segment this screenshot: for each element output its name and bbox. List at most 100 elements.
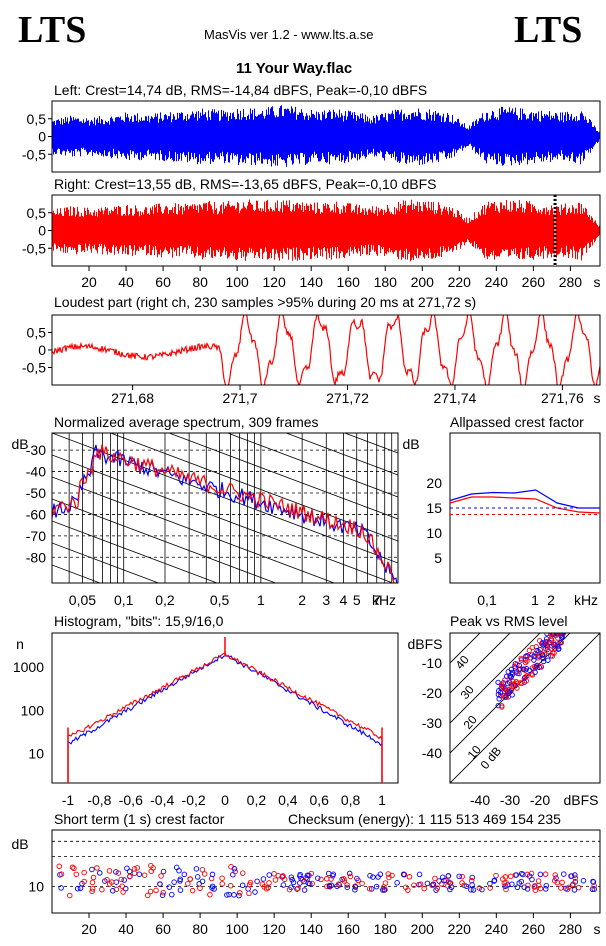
crest-point bbox=[141, 872, 148, 878]
peak-rms-point bbox=[534, 647, 540, 654]
crest-point bbox=[309, 880, 315, 887]
allpass-ytick-label: 15 bbox=[426, 500, 442, 516]
spectrum-ytick-label: -50 bbox=[26, 485, 46, 501]
peak-rms-point bbox=[502, 694, 508, 701]
crest-point bbox=[134, 865, 141, 871]
peak-rms-point bbox=[522, 659, 529, 666]
histogram-title: Histogram, "bits": 15,9/16,0 bbox=[54, 613, 224, 629]
spectrum-clip bbox=[52, 433, 398, 583]
right-waveform-xtick-label: 280 bbox=[559, 274, 583, 290]
crest-point bbox=[289, 877, 295, 883]
histogram-xtick-label: -1 bbox=[62, 792, 75, 808]
crest-point bbox=[89, 888, 95, 895]
crest-point bbox=[479, 886, 485, 893]
spectrum-xtick-label: 2 bbox=[298, 592, 306, 608]
spectrum-xtick-label: 4 bbox=[340, 592, 348, 608]
peak-rms-point bbox=[551, 633, 557, 637]
crest-point bbox=[89, 879, 96, 886]
crest-point bbox=[74, 885, 81, 892]
crest-xtick-label: 100 bbox=[225, 921, 249, 937]
crest-point bbox=[416, 871, 423, 878]
right-waveform-xtick-label: 80 bbox=[192, 274, 208, 290]
crest-xtick-label: 120 bbox=[262, 921, 286, 937]
spectrum-slope bbox=[52, 454, 394, 583]
crest-point bbox=[572, 872, 578, 878]
crest-point bbox=[177, 876, 184, 882]
peak-rms-point bbox=[529, 644, 535, 651]
crest-point bbox=[441, 877, 447, 884]
peak-rms-point bbox=[518, 655, 524, 662]
allpass-x-unit: kHz bbox=[574, 592, 598, 608]
crest-point bbox=[359, 880, 365, 887]
app-title: MasVis ver 1.2 - www.lts.a.se bbox=[204, 27, 374, 42]
peak-rms-y-unit: dBFS bbox=[407, 636, 442, 652]
crest-point bbox=[147, 888, 154, 895]
crest-point bbox=[469, 882, 475, 888]
spectrum-slope bbox=[167, 433, 398, 520]
crest-point bbox=[280, 882, 287, 888]
crest-point bbox=[570, 881, 576, 887]
crest-point bbox=[260, 876, 267, 882]
histogram-xtick-label: 0,6 bbox=[309, 792, 329, 808]
peak-rms-point bbox=[501, 693, 507, 699]
crest-point bbox=[118, 876, 125, 883]
crest-point bbox=[226, 891, 232, 898]
peak-rms-diag bbox=[450, 633, 481, 664]
peak-rms-ytick-label: -40 bbox=[422, 745, 442, 761]
crest-point bbox=[56, 863, 63, 870]
crest-xtick-label: 200 bbox=[411, 921, 435, 937]
peak-rms-point bbox=[540, 655, 546, 662]
loudest-xtick-label: 271,7 bbox=[223, 390, 258, 406]
crest-point bbox=[201, 871, 208, 877]
spectrum-ytick-label: -30 bbox=[26, 442, 46, 458]
peak-rms-diag bbox=[450, 633, 511, 694]
crest-point bbox=[73, 871, 80, 878]
loudest-part-title: Loudest part (right ch, 230 samples >95%… bbox=[54, 294, 477, 310]
crest-point bbox=[406, 874, 413, 880]
crest-point bbox=[71, 865, 77, 872]
crest-point bbox=[503, 879, 509, 886]
logo-right: LTS bbox=[514, 9, 583, 51]
loudest-xtick-label: 271,76 bbox=[541, 390, 584, 406]
crest-point bbox=[491, 878, 497, 884]
peak-rms-clip bbox=[450, 633, 600, 783]
crest-point bbox=[266, 872, 272, 878]
crest-point bbox=[209, 871, 216, 878]
left-waveform-ytick-label: 0 bbox=[38, 129, 46, 145]
peak-rms-point bbox=[502, 677, 508, 683]
peak-rms-point bbox=[531, 653, 537, 659]
crest-point bbox=[551, 877, 558, 884]
peak-rms-point bbox=[544, 646, 550, 653]
allpass-y-unit: dB bbox=[402, 436, 419, 452]
spectrum-frame bbox=[51, 432, 399, 584]
right-waveform-xtick-label: 240 bbox=[485, 274, 509, 290]
left-waveform-ytick-label: 0,5 bbox=[27, 111, 47, 127]
left-waveform-ytick-label: -0,5 bbox=[22, 146, 46, 162]
crest-point bbox=[119, 883, 125, 889]
crest-point bbox=[542, 886, 549, 892]
crest-point bbox=[403, 884, 409, 891]
spectrum-xtick-label: 7 bbox=[373, 592, 381, 608]
spectrum-slope bbox=[52, 564, 102, 583]
crest-xtick-label: 80 bbox=[192, 921, 208, 937]
crest-point bbox=[219, 881, 225, 887]
histogram-xtick-label: 0 bbox=[221, 792, 229, 808]
crest-point bbox=[106, 868, 113, 874]
peak-rms-point bbox=[498, 681, 505, 687]
crest-point bbox=[468, 887, 474, 893]
crest-point bbox=[207, 891, 213, 898]
spectrum-ytick-label: -70 bbox=[26, 528, 46, 544]
crest-point bbox=[531, 884, 538, 890]
crest-point bbox=[304, 872, 311, 878]
peak-rms-frame bbox=[449, 632, 601, 784]
allpass-ytick-label: 5 bbox=[434, 550, 442, 566]
crest-point bbox=[543, 882, 550, 889]
peak-rms-ytick-label: -10 bbox=[422, 655, 442, 671]
peak-rms-point bbox=[509, 684, 515, 690]
allpass-series-1 bbox=[449, 496, 601, 514]
right-waveform-xtick-label: 220 bbox=[448, 274, 472, 290]
crest-point bbox=[266, 880, 272, 886]
crest-point bbox=[199, 866, 206, 873]
peak-rms-point bbox=[499, 683, 506, 690]
crest-point bbox=[254, 878, 260, 885]
